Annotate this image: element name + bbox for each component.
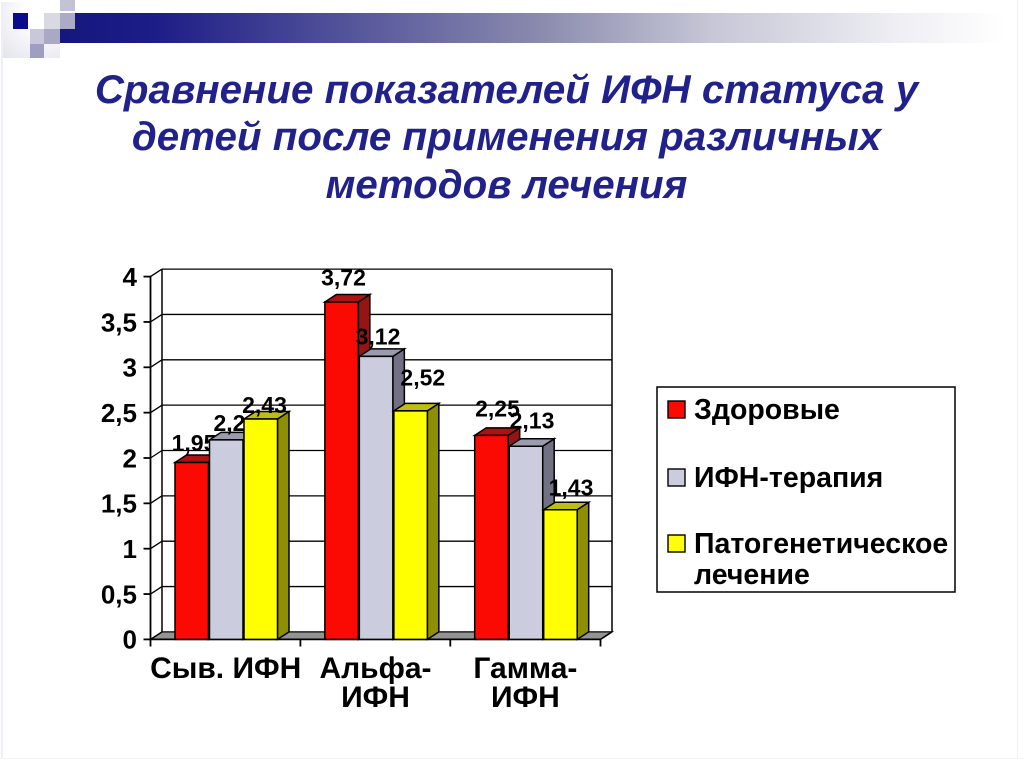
svg-text:2,52: 2,52 — [400, 365, 445, 391]
svg-text:3,12: 3,12 — [356, 324, 401, 350]
svg-text:3,5: 3,5 — [101, 307, 137, 337]
svg-text:ИФН: ИФН — [341, 681, 410, 714]
svg-text:ИФН-терапия: ИФН-терапия — [694, 462, 883, 494]
svg-text:4: 4 — [123, 262, 138, 292]
svg-text:ИФН: ИФН — [491, 681, 560, 714]
svg-text:Сыв. ИФН: Сыв. ИФН — [150, 652, 301, 685]
svg-text:2: 2 — [123, 443, 137, 473]
svg-text:1,43: 1,43 — [549, 475, 594, 501]
svg-text:1,5: 1,5 — [101, 489, 137, 519]
svg-text:0,5: 0,5 — [101, 579, 137, 609]
svg-text:Патогенетическое: Патогенетическое — [694, 528, 948, 560]
svg-text:лечение: лечение — [694, 559, 810, 591]
svg-text:2,13: 2,13 — [510, 408, 555, 434]
svg-text:1: 1 — [123, 534, 137, 564]
svg-text:Здоровые: Здоровые — [694, 394, 840, 426]
svg-text:2,25: 2,25 — [475, 395, 520, 421]
svg-text:2,2: 2,2 — [214, 410, 246, 436]
svg-text:Гамма-: Гамма- — [473, 652, 577, 685]
svg-text:0: 0 — [123, 625, 137, 655]
svg-text:2,43: 2,43 — [242, 392, 287, 418]
svg-text:2,5: 2,5 — [101, 398, 137, 428]
svg-text:3: 3 — [123, 353, 137, 383]
svg-text:Альфа-: Альфа- — [319, 652, 431, 685]
svg-text:3,72: 3,72 — [321, 265, 366, 291]
